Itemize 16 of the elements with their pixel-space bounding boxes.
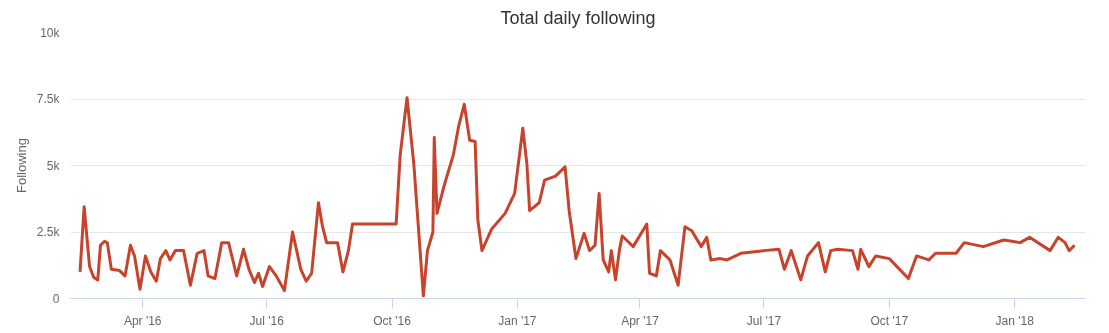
x-tick-label: Oct '17: [870, 313, 909, 328]
chart-title: Total daily following: [500, 7, 656, 28]
y-tick-label: 2.5k: [36, 225, 61, 239]
x-tick-label: Jan '18: [995, 313, 1035, 328]
x-tick-label: Apr '16: [123, 313, 162, 328]
x-tick-label: Jul '17: [746, 313, 782, 328]
y-axis-title: Following: [13, 138, 29, 193]
y-tick-label: 7.5k: [36, 92, 61, 106]
y-tick-label: 5k: [46, 158, 61, 173]
y-tick-label: 10k: [40, 25, 61, 40]
x-tick-label: Jan '17: [498, 313, 537, 328]
line-series: [78, 96, 1077, 298]
x-tick-label: Apr '17: [621, 313, 660, 328]
x-tick-label: Jul '16: [249, 313, 285, 328]
x-tick-label: Oct '16: [373, 313, 412, 328]
y-tick-label: 0: [52, 291, 60, 306]
